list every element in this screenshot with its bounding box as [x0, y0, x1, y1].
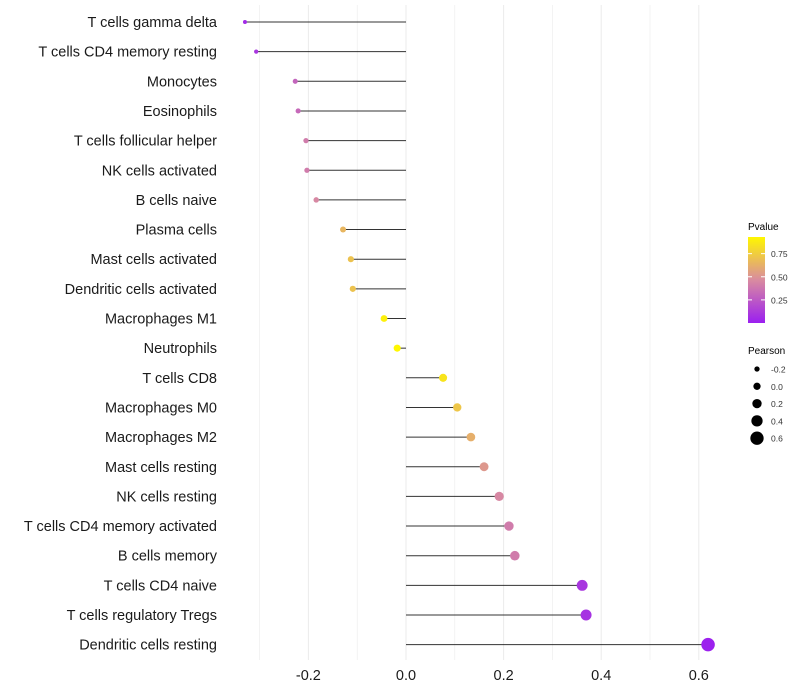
y-tick-label: Mast cells activated [90, 252, 217, 268]
size-legend-label: 0.0 [771, 382, 783, 392]
size-legend-dot [754, 366, 760, 372]
y-tick-label: Eosinophils [143, 104, 217, 120]
y-tick-label: B cells memory [118, 549, 218, 565]
lollipop-dot [510, 550, 520, 561]
lollipop-dot [701, 637, 715, 652]
x-tick-label: 0.0 [396, 668, 416, 684]
color-legend-title: Pvalue [748, 222, 779, 233]
y-tick-label: Dendritic cells activated [65, 282, 217, 298]
y-tick-label: NK cells activated [102, 163, 217, 179]
size-legend-title: Pearson [748, 346, 785, 357]
y-tick-label: T cells CD8 [142, 371, 217, 387]
lollipop-dot [479, 462, 489, 472]
lollipop-dot [349, 285, 356, 292]
size-legend-dot [750, 431, 764, 445]
x-tick-label: 0.2 [494, 668, 514, 684]
y-tick-label: Macrophages M1 [105, 312, 217, 328]
y-tick-label: T cells CD4 memory activated [24, 519, 217, 535]
lollipop-dot [304, 167, 310, 173]
y-tick-label: Macrophages M0 [105, 400, 217, 416]
y-tick-label: T cells regulatory Tregs [67, 608, 217, 624]
lollipop-dot [466, 432, 476, 442]
lollipop-dot [576, 579, 588, 591]
lollipop-dot [295, 108, 301, 114]
size-legend-dot [751, 415, 763, 427]
lollipop-dot [453, 403, 462, 412]
y-tick-label: Neutrophils [144, 341, 217, 357]
lollipop-dot [313, 197, 319, 203]
y-tick-label: T cells CD4 naive [104, 578, 217, 594]
y-tick-label: T cells CD4 memory resting [38, 45, 217, 61]
lollipop-dot [439, 373, 448, 382]
lollipop-dot [340, 226, 347, 233]
x-tick-label: 0.6 [689, 668, 709, 684]
x-tick-label: 0.4 [591, 668, 611, 684]
y-tick-label: B cells naive [136, 193, 217, 209]
lollipop-dot [303, 137, 309, 144]
color-legend-label: 0.50 [771, 272, 788, 282]
lollipop-dot [380, 315, 388, 322]
size-legend-label: 0.6 [771, 434, 783, 444]
color-legend-bar [748, 237, 765, 323]
lollipop-dot [347, 256, 354, 263]
size-legend-label: 0.2 [771, 399, 783, 409]
y-tick-label: Plasma cells [136, 223, 217, 239]
color-legend-label: 0.75 [771, 249, 788, 259]
lollipop-dot [254, 49, 259, 54]
color-legend-label: 0.25 [771, 295, 788, 305]
size-legend-dot [753, 382, 761, 390]
size-legend-label: 0.4 [771, 416, 783, 426]
lollipop-dot [242, 20, 247, 24]
lollipop-dot [494, 491, 504, 502]
lollipop-dot [292, 78, 298, 84]
lollipop-dot [504, 521, 514, 531]
y-tick-label: Monocytes [147, 74, 217, 90]
y-tick-label: NK cells resting [116, 489, 217, 505]
lollipop-dot [580, 609, 592, 621]
y-tick-label: Macrophages M2 [105, 430, 217, 446]
y-tick-label: Mast cells resting [105, 460, 217, 476]
lollipop-dot [393, 344, 401, 352]
x-tick-label: -0.2 [296, 668, 321, 684]
y-tick-label: T cells gamma delta [88, 15, 218, 31]
y-tick-label: T cells follicular helper [74, 134, 217, 150]
size-legend-dot [752, 398, 762, 409]
y-tick-label: Dendritic cells resting [79, 638, 217, 654]
size-legend-label: -0.2 [771, 365, 786, 375]
